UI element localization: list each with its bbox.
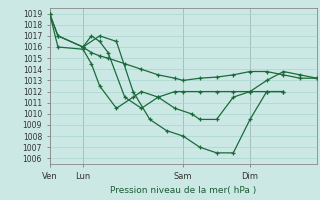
X-axis label: Pression niveau de la mer( hPa ): Pression niveau de la mer( hPa ) — [110, 186, 256, 195]
